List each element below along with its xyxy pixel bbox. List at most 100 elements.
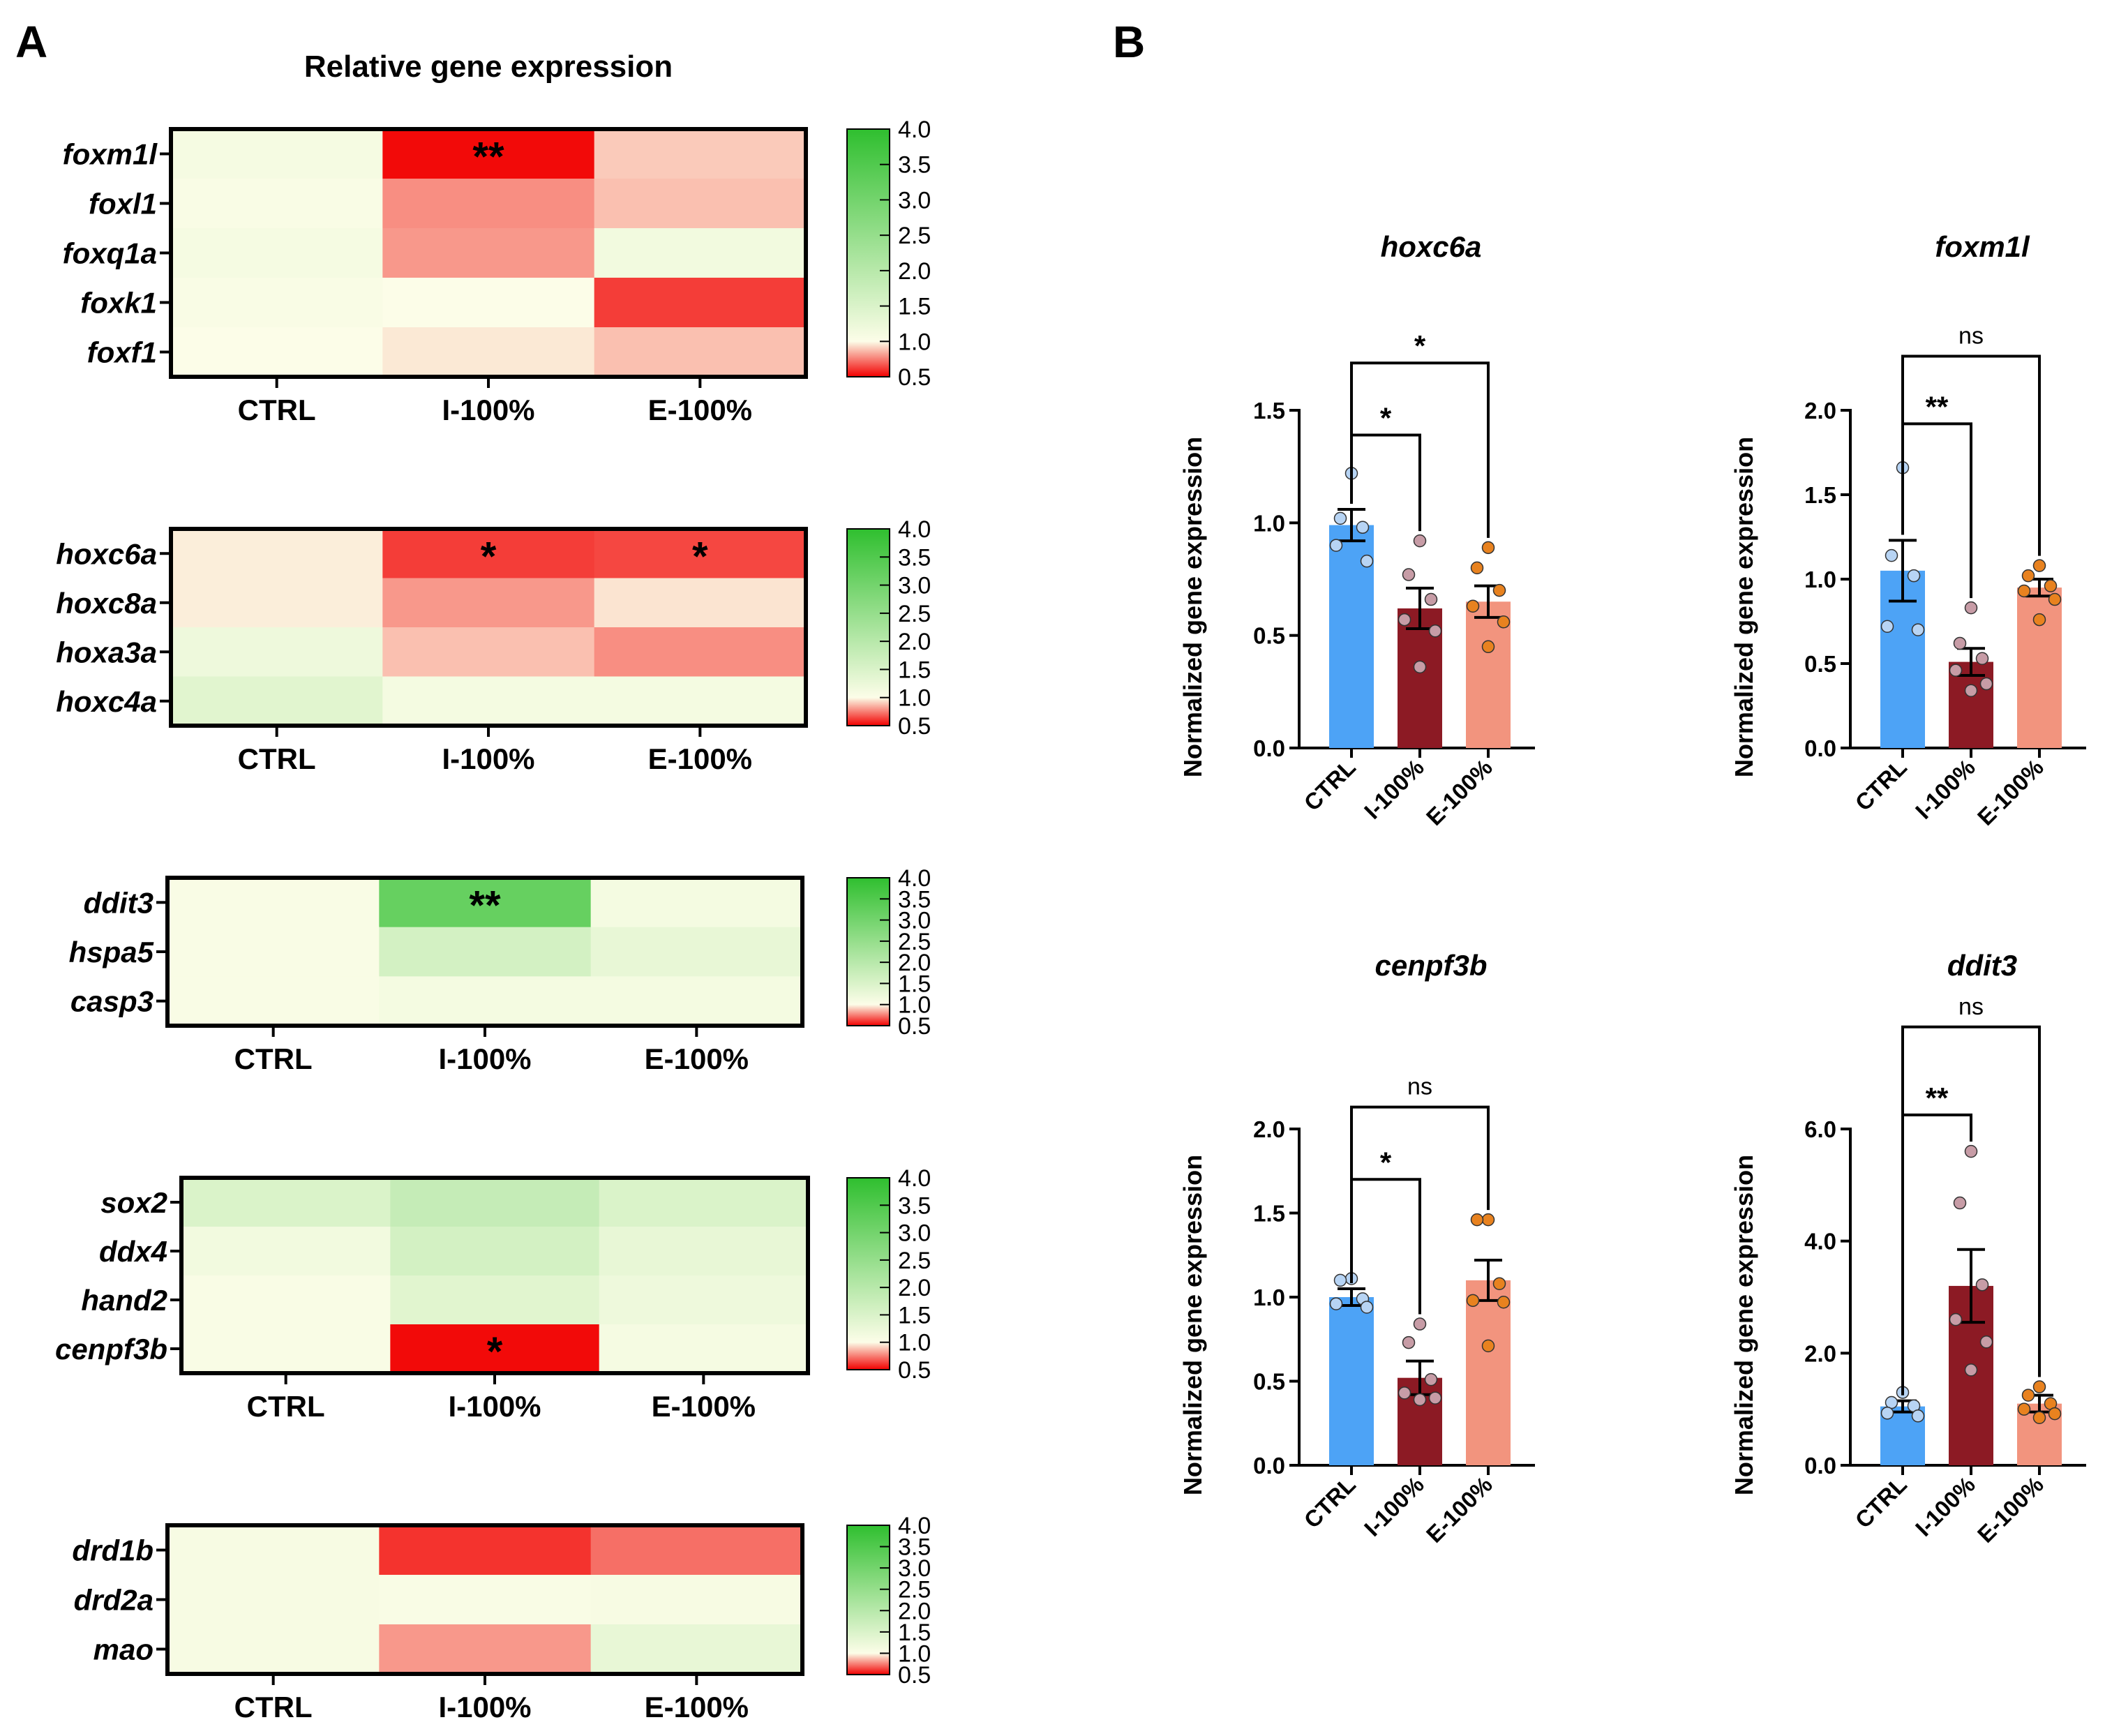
y-tick-label: 0.5	[1804, 651, 1836, 677]
data-point	[1880, 1407, 1894, 1420]
heatmap-cell	[382, 676, 595, 726]
row-label: sox2	[100, 1186, 167, 1219]
data-point	[1360, 1301, 1374, 1314]
y-tick-label: 1.0	[1804, 567, 1836, 592]
y-tick-label: 1.5	[1804, 482, 1836, 508]
panel-a-label: A	[15, 17, 47, 67]
x-tick-label: CTRL	[1299, 1472, 1361, 1533]
data-point	[2017, 584, 2031, 598]
heatmap-cell	[167, 976, 380, 1026]
heatmap-cell	[379, 878, 592, 928]
heatmap-cell	[390, 1178, 600, 1227]
y-tick-label: 1.0	[1253, 510, 1285, 536]
column-label: I-100%	[438, 1042, 531, 1075]
significance-bracket	[1350, 1105, 1490, 1283]
heatmap-4: sox2 ddx4 hand2 * cenpf3b CTRL I-100% E-100% 4.0…	[55, 1165, 931, 1423]
data-point	[1413, 1393, 1427, 1407]
bar-chart-2: foxm1l Normalized gene expression 0.0 0.5 1.…	[1730, 230, 2086, 830]
colorbar-tick-label: 4.0	[898, 865, 931, 892]
heatmap-cell	[382, 327, 595, 377]
heatmap-cell	[181, 1227, 391, 1276]
heatmap-cell	[167, 927, 380, 977]
significance-marker: *	[481, 534, 497, 579]
row-label: foxk1	[80, 287, 157, 320]
colorbar-tick-label: 2.5	[898, 929, 931, 955]
data-point	[1964, 601, 1978, 615]
heatmap-cell	[390, 1227, 600, 1276]
heatmap-cell	[382, 578, 595, 628]
significance-label: ns	[1958, 323, 1984, 350]
heatmap-cell	[590, 927, 803, 977]
y-tick-label: 4.0	[1804, 1229, 1836, 1255]
row-label: mao	[93, 1633, 153, 1666]
row-label: foxm1l	[63, 138, 158, 171]
heatmap-cell	[171, 676, 383, 726]
heatmap-cell	[599, 1227, 809, 1276]
y-axis-label: Normalized gene expression	[1730, 437, 1758, 777]
heatmap-cell	[594, 676, 807, 726]
heatmap-cell	[590, 878, 803, 928]
data-point	[1481, 1339, 1495, 1353]
significance-marker: *	[487, 1329, 503, 1375]
column-label: CTRL	[238, 742, 316, 775]
colorbar-tick-label: 3.0	[898, 1555, 931, 1582]
column-label: CTRL	[247, 1390, 325, 1423]
colorbar-tick-label: 4.0	[898, 1513, 931, 1539]
y-tick-label: 2.0	[1804, 398, 1836, 424]
column-label: I-100%	[442, 742, 534, 775]
heatmap-cell	[379, 927, 592, 977]
row-label: hoxc6a	[56, 537, 157, 570]
colorbar-tick-label: 3.0	[898, 908, 931, 934]
row-label: foxq1a	[63, 237, 157, 270]
x-tick-label: I-100%	[1359, 1472, 1429, 1541]
data-point	[1329, 539, 1343, 552]
colorbar-tick-label: 3.0	[898, 1220, 931, 1247]
heatmap-cell	[382, 228, 595, 278]
colorbar-tick-label: 3.5	[898, 886, 931, 913]
heatmap-cell	[379, 1575, 592, 1625]
data-point	[1880, 620, 1894, 634]
colorbar-tick-label: 1.5	[898, 657, 931, 683]
data-point	[2032, 1411, 2046, 1424]
data-point	[1492, 1277, 1506, 1290]
heatmap-cell	[590, 1624, 803, 1675]
colorbar-tick-label: 2.0	[898, 1275, 931, 1301]
colorbar	[846, 1525, 890, 1675]
colorbar-tick-label: 1.5	[898, 1619, 931, 1646]
data-point	[1333, 1273, 1347, 1287]
x-tick-label: I-100%	[1910, 1472, 1980, 1541]
chart-title: hoxc6a	[1381, 230, 1482, 263]
heatmap-cell	[167, 1575, 380, 1625]
colorbar-tick-label: 0.5	[898, 1013, 931, 1040]
x-tick-label: CTRL	[1850, 1472, 1912, 1533]
heatmap-cell	[594, 129, 807, 179]
y-tick-label: 1.5	[1253, 398, 1285, 424]
heatmap-cell	[171, 179, 383, 229]
heatmap-cell	[382, 529, 595, 578]
data-point	[2032, 1380, 2046, 1393]
heatmap-cell	[390, 1275, 600, 1325]
colorbar-tick-label: 1.5	[898, 1302, 931, 1329]
colorbar-tick-label: 0.5	[898, 713, 931, 740]
significance-label: **	[1926, 390, 1949, 423]
heatmap-cell	[594, 278, 807, 328]
significance-label: *	[1414, 329, 1426, 362]
x-tick-label: E-100%	[1421, 1472, 1497, 1548]
bar	[1466, 1280, 1511, 1465]
heatmap-cell	[382, 627, 595, 677]
y-tick-label: 2.0	[1804, 1340, 1836, 1366]
heatmap-cell	[379, 1525, 592, 1576]
heatmap-3: ** ddit3 hspa5 casp3 CTRL I-100% E-100% 4.03.53…	[69, 865, 931, 1075]
data-point	[1413, 660, 1427, 674]
heatmap-cell	[594, 627, 807, 677]
colorbar-tick-label: 3.0	[898, 187, 931, 214]
y-tick-label: 1.5	[1253, 1201, 1285, 1227]
x-tick-label: CTRL	[1850, 754, 1912, 816]
data-point	[1356, 521, 1370, 534]
row-label: casp3	[70, 985, 153, 1018]
row-label: cenpf3b	[55, 1333, 167, 1365]
data-point	[1466, 599, 1480, 613]
y-axis-label: Normalized gene expression	[1178, 1155, 1207, 1495]
significance-bracket	[1350, 433, 1421, 532]
